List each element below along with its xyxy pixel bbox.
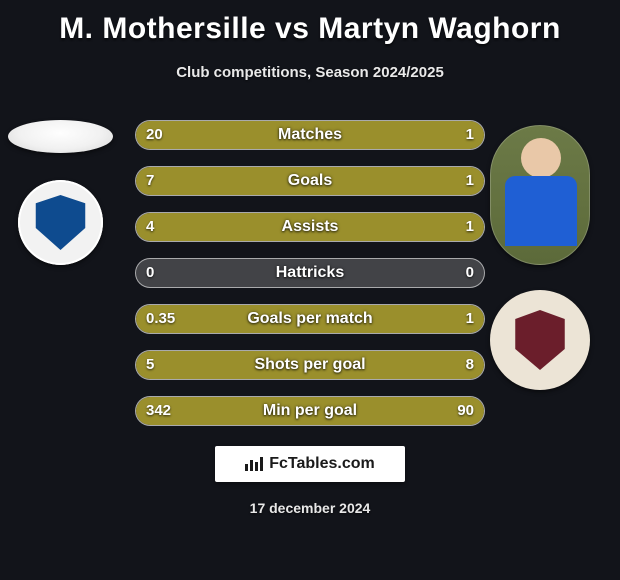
- player-right-photo-placeholder: [490, 125, 590, 265]
- stat-value-right: 1: [466, 213, 474, 241]
- stats-bar-list: Matches201Goals71Assists41Hattricks00Goa…: [135, 120, 485, 442]
- stat-label: Matches: [136, 121, 484, 149]
- stat-value-left: 20: [146, 121, 163, 149]
- stat-row: Matches20 1: [135, 120, 485, 150]
- stat-row: Min per goal342 90: [135, 396, 485, 426]
- stat-row: Hattricks0 0: [135, 258, 485, 288]
- comparison-subtitle: Club competitions, Season 2024/2025: [0, 64, 620, 81]
- stat-row: Assists4 1: [135, 212, 485, 242]
- stat-value-left: 0: [146, 259, 154, 287]
- stat-value-right: 1: [466, 167, 474, 195]
- shield-icon: [33, 195, 88, 250]
- stat-label: Shots per goal: [136, 351, 484, 379]
- player-left-club-crest: [18, 180, 103, 265]
- stat-label: Hattricks: [136, 259, 484, 287]
- stat-value-right: 90: [457, 397, 474, 425]
- stat-row: Goals7 1: [135, 166, 485, 196]
- comparison-date: 17 december 2024: [0, 500, 620, 516]
- comparison-title: M. Mothersille vs Martyn Waghorn: [0, 12, 620, 46]
- stat-value-left: 4: [146, 213, 154, 241]
- stat-label: Min per goal: [136, 397, 484, 425]
- stat-value-right: 0: [466, 259, 474, 287]
- source-badge-text: FcTables.com: [269, 455, 375, 473]
- stat-value-left: 5: [146, 351, 154, 379]
- stat-row: Goals per match0.35 1: [135, 304, 485, 334]
- shield-icon: [513, 310, 568, 370]
- stat-label: Goals per match: [136, 305, 484, 333]
- stat-value-right: 1: [466, 305, 474, 333]
- stat-value-right: 8: [466, 351, 474, 379]
- player-left-photo-placeholder: [8, 120, 113, 153]
- stat-value-left: 0.35: [146, 305, 175, 333]
- stat-value-right: 1: [466, 121, 474, 149]
- stat-label: Goals: [136, 167, 484, 195]
- stat-row: Shots per goal5 8: [135, 350, 485, 380]
- stat-value-left: 7: [146, 167, 154, 195]
- player-right-club-crest: [490, 290, 590, 390]
- stat-label: Assists: [136, 213, 484, 241]
- stat-value-left: 342: [146, 397, 171, 425]
- source-badge: FcTables.com: [215, 446, 405, 482]
- bar-chart-icon: [245, 457, 263, 471]
